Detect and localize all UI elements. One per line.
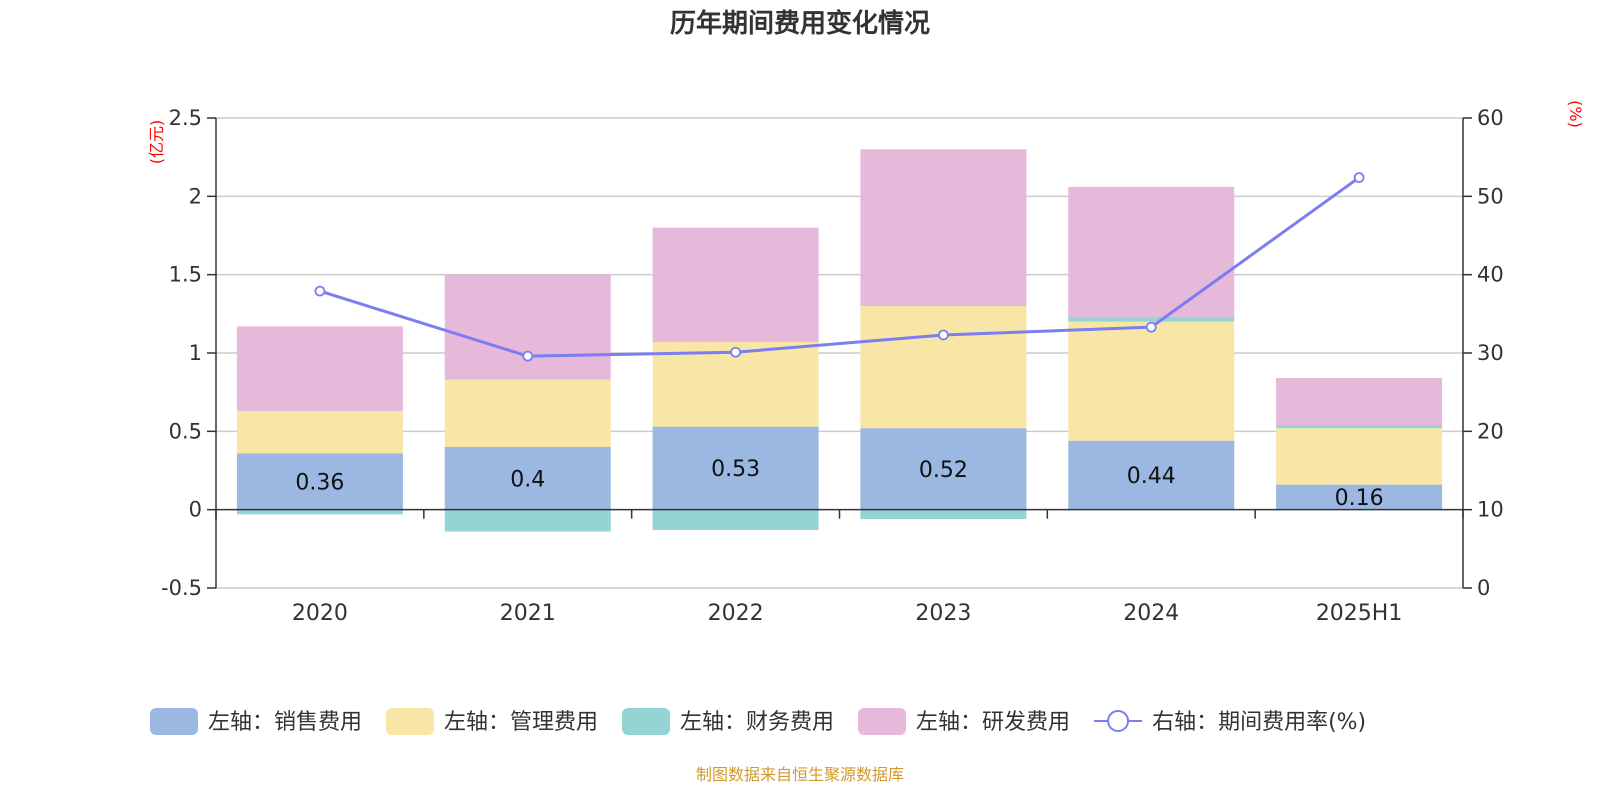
data-label: 0.52 bbox=[919, 458, 968, 483]
bar-finance bbox=[652, 509, 819, 531]
labels-layer: 0.36 0.4 0.53 0.52 0.44 0.16 bbox=[295, 457, 1383, 511]
source-note: 制图数据来自恒生聚源数据库 bbox=[696, 765, 904, 784]
bar-rd bbox=[860, 149, 1027, 306]
bar-sales bbox=[652, 426, 819, 510]
left-axis-unit: (亿元) bbox=[147, 120, 166, 165]
rate-point bbox=[938, 329, 949, 341]
category-label: 2025H1 bbox=[1316, 601, 1403, 626]
legend-swatch-finance bbox=[622, 708, 671, 735]
data-label: 0.4 bbox=[510, 467, 545, 492]
bar-admin bbox=[444, 379, 611, 447]
left-tick-label: 1.5 bbox=[169, 263, 202, 287]
right-tick-label: 40 bbox=[1477, 263, 1504, 287]
bar-rd bbox=[236, 326, 403, 411]
bar-rd bbox=[1068, 186, 1235, 317]
left-tick-label: 0.5 bbox=[169, 419, 202, 443]
right-tick-label: 0 bbox=[1477, 576, 1490, 600]
right-tick-label: 60 bbox=[1477, 106, 1504, 130]
bar-sales bbox=[860, 428, 1027, 510]
legend-label: 左轴：财务费用 bbox=[680, 710, 834, 735]
data-label: 0.36 bbox=[295, 470, 344, 495]
rate-point bbox=[730, 346, 741, 358]
right-axis-unit: (%) bbox=[1566, 100, 1585, 128]
left-tick-label: 0 bbox=[189, 498, 202, 522]
category-label: 2023 bbox=[915, 601, 971, 626]
legend-swatch-admin bbox=[386, 708, 435, 735]
bar-sales bbox=[1068, 440, 1235, 510]
legend-label: 右轴：期间费用率(%) bbox=[1152, 710, 1366, 735]
rate-point bbox=[1353, 172, 1365, 183]
legend-label: 左轴：研发费用 bbox=[916, 710, 1070, 735]
legend-label: 左轴：销售费用 bbox=[208, 710, 362, 735]
bars-layer bbox=[236, 149, 1443, 532]
bar-finance bbox=[860, 509, 1027, 520]
line-layer bbox=[314, 172, 1365, 362]
data-label: 0.16 bbox=[1335, 486, 1384, 511]
category-label: 2024 bbox=[1123, 601, 1179, 626]
bar-admin bbox=[236, 410, 403, 454]
bar-finance bbox=[444, 509, 611, 532]
left-tick-label: 2.5 bbox=[169, 106, 202, 130]
right-tick-label: 50 bbox=[1477, 184, 1504, 208]
bar-rd bbox=[652, 227, 819, 343]
data-label: 0.44 bbox=[1127, 464, 1176, 489]
rate-point bbox=[522, 350, 534, 362]
left-tick-label: 2 bbox=[189, 184, 202, 208]
bar-sales bbox=[1276, 484, 1443, 510]
data-label: 0.53 bbox=[711, 457, 760, 482]
rate-line bbox=[319, 176, 1360, 358]
right-tick-label: 30 bbox=[1477, 341, 1504, 365]
axis-layer: 2.5 2 1.5 1 0.5 0 -0.5 60 50 40 30 20 10 0 2020 2021 202… bbox=[161, 106, 1504, 626]
left-tick-label: -0.5 bbox=[161, 576, 202, 600]
bar-finance bbox=[236, 509, 403, 515]
grid-layer bbox=[216, 117, 1463, 589]
left-tick-label: 1 bbox=[189, 341, 202, 365]
legend-label: 左轴：管理费用 bbox=[444, 710, 598, 735]
bar-admin bbox=[1276, 428, 1443, 485]
bar-rd bbox=[444, 274, 611, 380]
bar-sales bbox=[236, 453, 403, 510]
bar-admin bbox=[860, 306, 1027, 429]
category-label: 2022 bbox=[708, 601, 764, 626]
right-tick-label: 20 bbox=[1477, 419, 1504, 443]
legend: 左轴：销售费用 左轴：管理费用 左轴：财务费用 左轴：研发费用 右轴：期间费用率(%) bbox=[150, 708, 1366, 735]
bar-sales bbox=[444, 447, 611, 510]
chart-title: 历年期间费用变化情况 bbox=[670, 8, 930, 39]
legend-swatch-sales bbox=[150, 708, 198, 735]
legend-marker-icon bbox=[1107, 710, 1130, 732]
bar-finance bbox=[1068, 316, 1235, 322]
rate-point bbox=[1145, 321, 1157, 333]
category-label: 2021 bbox=[500, 601, 556, 626]
bar-admin bbox=[1068, 321, 1235, 441]
category-label: 2020 bbox=[292, 601, 348, 626]
bar-rd bbox=[1276, 378, 1443, 426]
right-tick-label: 10 bbox=[1477, 498, 1504, 522]
legend-swatch-rd bbox=[858, 708, 907, 735]
rate-point bbox=[314, 285, 326, 297]
bar-finance bbox=[1276, 425, 1443, 429]
